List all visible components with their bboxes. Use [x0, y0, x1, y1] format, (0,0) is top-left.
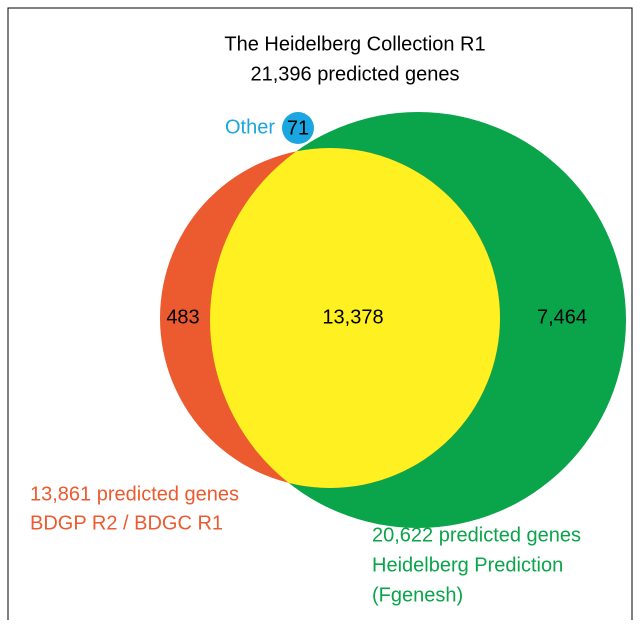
heidelberg-label: Heidelberg Prediction [372, 554, 563, 576]
heidelberg-label: 20,622 predicted genes [372, 524, 581, 546]
title-line: The Heidelberg Collection R1 [224, 33, 485, 55]
other-label: Other [225, 116, 275, 138]
region-count: 483 [166, 306, 199, 328]
frame [7, 7, 633, 620]
title-line: 21,396 predicted genes [250, 63, 459, 85]
region-count: 13,378 [322, 306, 383, 328]
other-set [282, 112, 314, 144]
bdgp-label: BDGP R2 / BDGC R1 [30, 512, 223, 534]
intersection [210, 148, 500, 488]
bdgp-label: 13,861 predicted genes [30, 483, 239, 505]
other-count: 71 [287, 117, 309, 139]
heidelberg-label: (Fgenesh) [372, 584, 463, 606]
region-count: 7,464 [537, 306, 587, 328]
